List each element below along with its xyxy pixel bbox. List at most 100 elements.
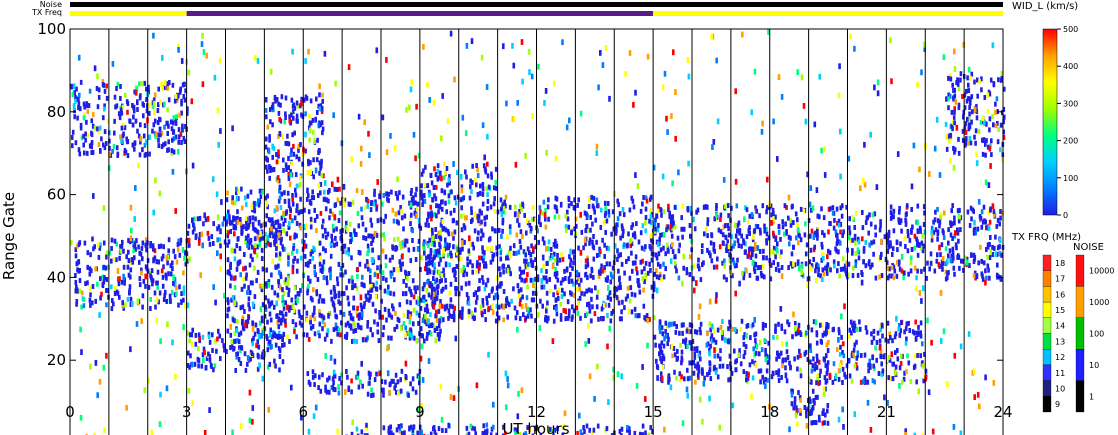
echo-cell: [270, 284, 274, 290]
noise-point: [545, 149, 548, 156]
echo-cell: [361, 274, 364, 280]
echo-cell: [251, 280, 254, 286]
echo-cell: [762, 248, 765, 254]
noise-point: [806, 282, 809, 288]
tx-freq-bar: [70, 11, 1003, 16]
echo-cell: [105, 288, 108, 293]
echo-cell: [337, 331, 340, 337]
echo-cell: [544, 275, 548, 281]
echo-cell: [879, 219, 882, 225]
echo-cell: [469, 259, 472, 265]
echo-cell: [183, 97, 187, 103]
echo-cell: [131, 142, 135, 148]
echo-cell: [274, 363, 277, 369]
echo-cell: [409, 300, 412, 306]
echo-cell: [333, 186, 337, 192]
noise-point: [885, 357, 889, 363]
echo-cell: [754, 331, 758, 337]
echo-cell: [826, 324, 830, 330]
echo-cell: [118, 294, 121, 300]
noise-point: [837, 336, 840, 343]
echo-cell: [855, 365, 859, 371]
echo-cell: [680, 360, 683, 366]
echo-cell: [772, 245, 776, 251]
noise-point: [152, 100, 156, 107]
echo-cell: [243, 195, 247, 201]
echo-cell: [437, 175, 440, 181]
echo-cell: [504, 303, 508, 309]
echo-cell: [909, 268, 913, 274]
echo-cell: [325, 234, 328, 240]
echo-cell: [628, 298, 632, 304]
echo-cell: [839, 205, 843, 211]
echo-cell: [953, 149, 956, 155]
echo-cell: [639, 208, 643, 214]
echo-cell: [388, 389, 392, 395]
echo-cell: [781, 219, 784, 225]
echo-cell: [167, 237, 171, 243]
noise-point: [814, 319, 818, 326]
echo-cell: [384, 254, 388, 260]
echo-cell: [153, 255, 157, 261]
echo-cell: [349, 313, 353, 319]
echo-cell: [400, 423, 403, 429]
echo-cell: [382, 232, 386, 238]
echo-cell: [383, 236, 386, 242]
echo-cell: [118, 115, 122, 121]
echo-cell: [944, 261, 948, 267]
echo-cell: [233, 285, 237, 291]
echo-cell: [401, 194, 405, 200]
echo-cell: [279, 310, 282, 316]
echo-cell: [760, 273, 763, 279]
echo-cell: [284, 111, 287, 117]
echo-cell: [986, 254, 989, 260]
echo-cell: [284, 318, 287, 324]
echo-cell: [874, 275, 878, 281]
echo-cell: [994, 234, 997, 240]
echo-cell: [649, 425, 652, 431]
echo-cell: [167, 123, 170, 129]
echo-cell: [685, 328, 689, 334]
echo-cell: [321, 264, 324, 270]
echo-cell: [777, 223, 781, 229]
echo-cell: [957, 136, 960, 142]
echo-cell: [282, 157, 285, 163]
echo-cell: [153, 92, 157, 98]
echo-cell: [534, 276, 537, 282]
echo-cell: [947, 96, 950, 102]
echo-cell: [921, 248, 925, 254]
echo-cell: [245, 272, 248, 278]
echo-cell: [813, 366, 816, 372]
echo-cell: [157, 259, 160, 265]
echo-cell: [133, 243, 136, 249]
echo-cell: [481, 302, 485, 308]
echo-cell: [331, 211, 334, 217]
noise-point: [889, 37, 892, 44]
echo-cell: [273, 358, 276, 364]
echo-cell: [667, 336, 670, 342]
echo-cell: [564, 316, 567, 322]
echo-cell: [897, 326, 900, 332]
echo-cell: [444, 277, 447, 283]
echo-cell: [693, 351, 697, 357]
echo-cell: [100, 136, 103, 142]
echo-cell: [158, 117, 162, 123]
echo-cell: [405, 299, 409, 305]
echo-cell: [670, 222, 674, 228]
echo-cell: [128, 260, 132, 266]
echo-cell: [94, 266, 97, 272]
echo-cell: [316, 137, 319, 143]
echo-cell: [648, 261, 651, 267]
echo-cell: [143, 142, 147, 148]
echo-cell: [192, 222, 195, 228]
echo-cell: [848, 225, 851, 231]
echo-cell: [765, 368, 769, 374]
echo-cell: [491, 226, 494, 232]
echo-cell: [568, 308, 571, 314]
echo-cell: [732, 260, 736, 266]
echo-cell: [225, 229, 228, 235]
echo-cell: [128, 284, 132, 290]
echo-cell: [739, 327, 742, 332]
echo-cell: [671, 225, 674, 231]
echo-cell: [352, 320, 356, 326]
